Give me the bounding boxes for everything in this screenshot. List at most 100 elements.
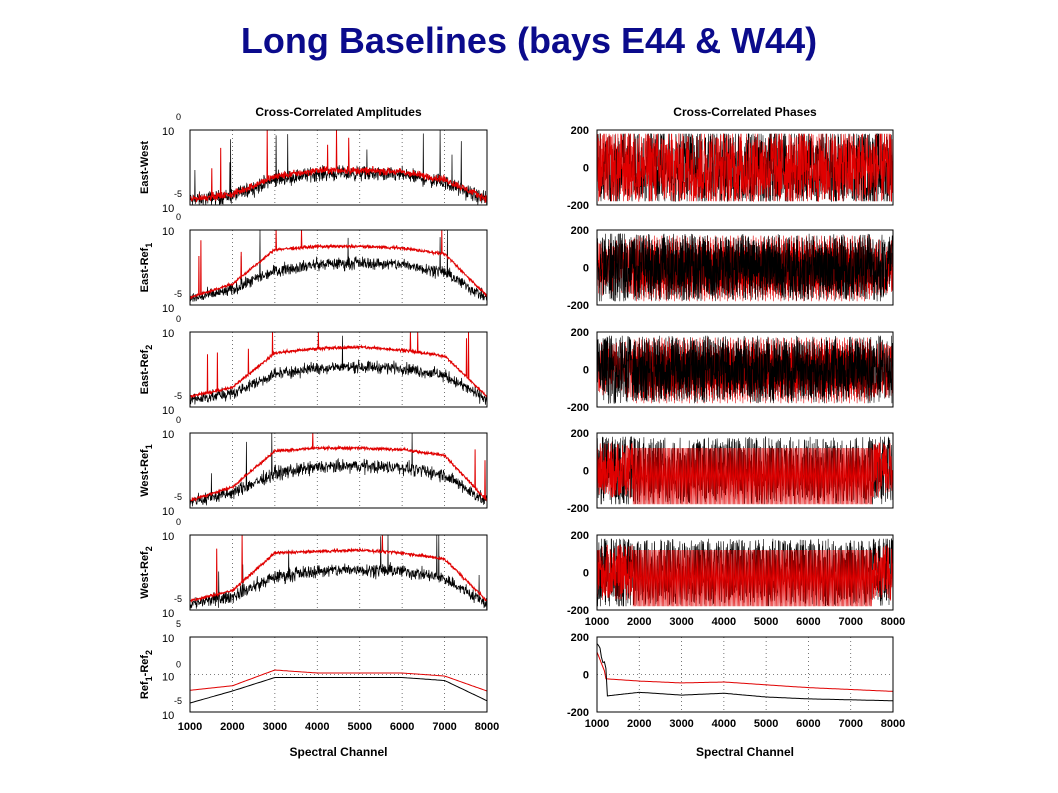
plot-frame	[596, 229, 894, 306]
plot-frame	[596, 331, 894, 408]
series-red-line	[596, 651, 894, 692]
series-red-line	[596, 442, 894, 505]
x-tick-label: 6000	[390, 721, 414, 733]
x-tick-label: 1000	[585, 718, 609, 730]
series-black-line	[189, 534, 488, 610]
plot-frame	[596, 534, 894, 611]
y-tick-label: 10	[162, 608, 174, 620]
y-label-main: West-Ref	[139, 449, 151, 497]
phase-panel: 200 0 -200	[567, 125, 894, 212]
x-tick-label: 8000	[475, 721, 499, 733]
series-black-line	[596, 335, 894, 404]
y-tick-label: 200	[571, 125, 589, 137]
y-tick-label: 10	[162, 710, 174, 722]
x-tick-label: 6000	[796, 718, 820, 730]
y-tick-label: 10	[162, 226, 174, 238]
y-tick-label: 200	[571, 327, 589, 339]
y-tick-label: -200	[567, 300, 589, 312]
y-label-subscript: 1	[144, 243, 154, 248]
y-tick-exponent: 0	[176, 314, 181, 324]
amplitudes-title: Cross-Correlated Amplitudes	[255, 105, 422, 119]
y-tick-label: 0	[583, 263, 589, 275]
y-label-main: East-Ref	[139, 247, 151, 292]
y-tick-label: 200	[571, 225, 589, 237]
panel-y-label: East-Ref1	[139, 243, 154, 293]
y-tick-exponent: -5	[174, 391, 182, 401]
y-label-subscript: 1	[144, 676, 154, 681]
y-tick-label: 10	[162, 672, 174, 684]
y-tick-exponent: 0	[176, 212, 181, 222]
series-black-line	[189, 335, 488, 405]
amplitude-plots: Cross-Correlated Amplitudes Spectral Chan…	[139, 105, 499, 759]
slide-title: Long Baselines (bays E44 & W44)	[240, 20, 818, 61]
panel-y-label: East-West	[139, 141, 151, 194]
plot-frame	[189, 432, 488, 509]
y-tick-label: 200	[571, 428, 589, 440]
x-tick-label: 1000	[178, 721, 202, 733]
phase-panel: 200 0 -200	[567, 225, 894, 312]
x-tick-label: 3000	[669, 616, 693, 628]
series-black-line	[189, 432, 488, 507]
phases-x-label: Spectral Channel	[696, 745, 794, 759]
y-tick-exponent: -5	[174, 492, 182, 502]
x-tick-label: 5000	[347, 721, 371, 733]
plot-frame	[189, 636, 488, 713]
y-tick-label: 10	[162, 531, 174, 543]
plot-frame	[596, 432, 894, 509]
y-tick-label: 10	[162, 429, 174, 441]
y-tick-label: -200	[567, 402, 589, 414]
x-tick-label: 2000	[220, 721, 244, 733]
x-tick-label: 6000	[796, 616, 820, 628]
plot-frame	[596, 129, 894, 206]
panel-y-label: Ref1-Ref2	[139, 650, 154, 699]
phase-panel: 200 0 -200	[567, 428, 894, 515]
y-tick-label: 10	[162, 633, 174, 645]
y-tick-label: 0	[583, 365, 589, 377]
series-red-line	[189, 129, 488, 203]
y-label-subscript: 2	[144, 650, 154, 655]
series-black-line	[596, 233, 894, 302]
x-tick-label: 7000	[838, 616, 862, 628]
x-tick-label: 3000	[669, 718, 693, 730]
y-label-main: East-Ref	[139, 349, 151, 394]
x-tick-label: 2000	[627, 718, 651, 730]
y-tick-exponent: -5	[174, 289, 182, 299]
x-tick-label: 1000	[585, 616, 609, 628]
phase-panel: 200 0 -200	[567, 327, 894, 414]
plot-frame	[189, 129, 488, 206]
y-tick-label: 10	[162, 303, 174, 315]
y-tick-label: 10	[162, 405, 174, 417]
series-red-line	[189, 534, 488, 603]
x-tick-label: 4000	[712, 616, 736, 628]
series-red-line	[189, 331, 488, 399]
x-tick-label: 8000	[881, 616, 905, 628]
y-tick-exponent: 5	[176, 619, 181, 629]
y-label-main: East-West	[139, 141, 151, 194]
series-black-line	[596, 643, 894, 702]
series-red-line	[189, 669, 488, 692]
phases-title: Cross-Correlated Phases	[673, 105, 817, 119]
y-tick-label: 0	[583, 163, 589, 175]
y-tick-label: -200	[567, 605, 589, 617]
x-tick-label: 8000	[881, 718, 905, 730]
x-tick-label: 4000	[305, 721, 329, 733]
plot-frame	[189, 331, 488, 408]
y-tick-label: 10	[162, 203, 174, 215]
x-tick-label: 5000	[754, 718, 778, 730]
y-label-main: -Ref	[139, 655, 151, 677]
y-tick-label: 10	[162, 126, 174, 138]
y-tick-exponent: -5	[174, 696, 182, 706]
y-tick-label: -200	[567, 707, 589, 719]
x-tick-label: 3000	[263, 721, 287, 733]
y-tick-label: 0	[583, 568, 589, 580]
y-tick-exponent: 0	[176, 415, 181, 425]
y-tick-exponent: -5	[174, 189, 182, 199]
x-tick-label: 5000	[754, 616, 778, 628]
